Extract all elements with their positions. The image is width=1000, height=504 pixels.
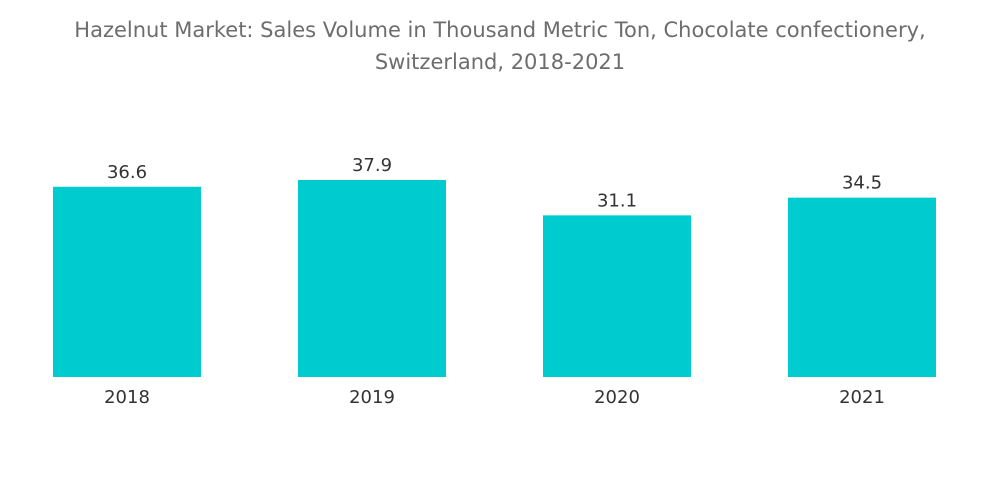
value-label-2018: 36.6 (107, 162, 147, 183)
x-tick-label-2018: 2018 (104, 387, 150, 408)
x-tick-label-2021: 2021 (839, 387, 885, 408)
value-label-2020: 31.1 (597, 190, 637, 211)
value-label-2019: 37.9 (352, 155, 392, 176)
x-tick-label-2020: 2020 (594, 387, 640, 408)
bar-2018 (53, 186, 201, 377)
x-axis-tick-labels: 2018 2019 2020 2021 (104, 387, 885, 408)
bar-2020 (543, 215, 691, 377)
chart-title: Hazelnut Market: Sales Volume in Thousan… (74, 18, 926, 74)
value-label-2021: 34.5 (842, 173, 882, 194)
x-tick-label-2019: 2019 (349, 387, 395, 408)
bars-group (53, 180, 936, 377)
bar-2021 (788, 197, 936, 377)
bar-2019 (298, 180, 446, 377)
value-labels-group: 36.6 37.9 31.1 34.5 (107, 155, 882, 211)
